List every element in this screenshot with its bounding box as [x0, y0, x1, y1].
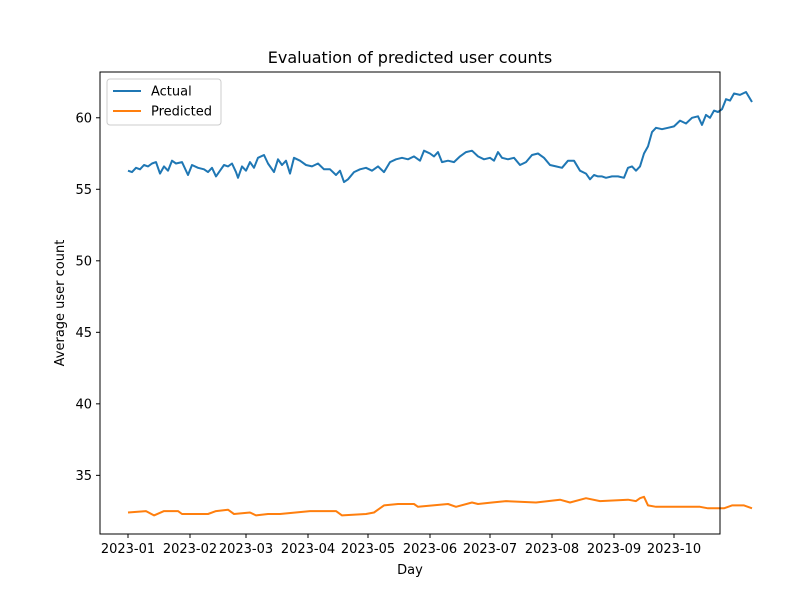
y-tick-label: 40: [75, 397, 92, 412]
x-tick-label: 2023-02: [163, 542, 217, 557]
x-tick-label: 2023-05: [341, 542, 395, 557]
series-line-actual: [127, 91, 753, 184]
legend-label-actual: Actual: [151, 85, 192, 100]
legend: Actual Predicted: [106, 78, 222, 126]
y-tick-label: 45: [75, 326, 92, 341]
y-axis-label: Average user count: [53, 240, 68, 367]
series-layer: [127, 91, 753, 517]
x-tick-label: 2023-03: [219, 542, 273, 557]
plot-frame: [99, 71, 721, 535]
x-tick-label: 2023-09: [587, 542, 641, 557]
x-axis-label: Day: [397, 563, 423, 578]
x-tick-label: 2023-01: [101, 542, 155, 557]
series-line-predicted: [127, 495, 753, 517]
legend-label-predicted: Predicted: [151, 105, 212, 120]
x-axis: 2023-01 2023-02 2023-03 2023-04 2023-05 2023-…: [101, 534, 701, 557]
chart-title: Evaluation of predicted user counts: [268, 48, 552, 67]
y-tick-label: 55: [75, 183, 92, 198]
y-tick-label: 60: [75, 111, 92, 126]
y-axis: 35 40 45 50 55 60: [75, 111, 100, 484]
x-tick-label: 2023-10: [647, 542, 701, 557]
x-tick-label: 2023-07: [463, 542, 517, 557]
x-tick-label: 2023-08: [525, 542, 579, 557]
x-tick-label: 2023-04: [281, 542, 335, 557]
y-tick-label: 35: [75, 469, 92, 484]
x-tick-label: 2023-06: [403, 542, 457, 557]
y-tick-label: 50: [75, 254, 92, 269]
